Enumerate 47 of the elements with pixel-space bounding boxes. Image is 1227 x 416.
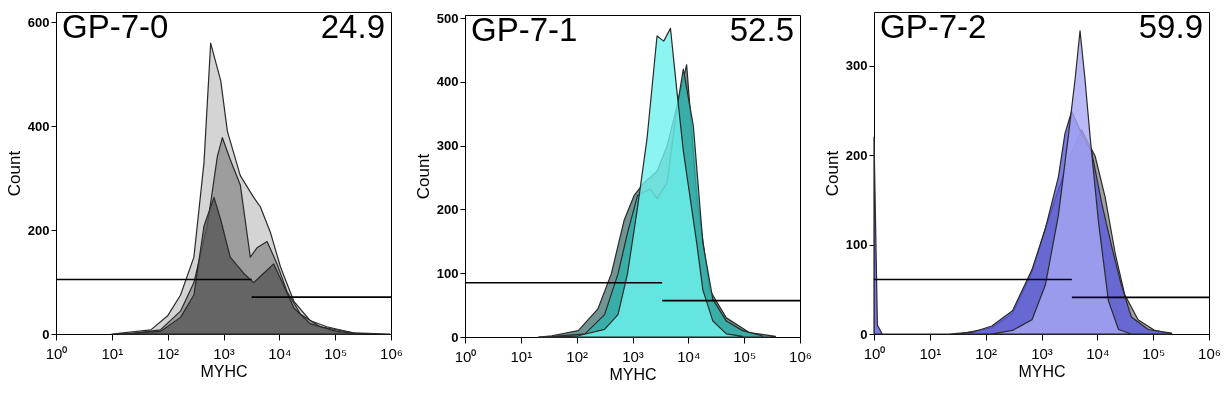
x-tick-label: 10⁰	[863, 344, 886, 362]
y-tick-label: 0	[860, 326, 868, 342]
x-axis-title: MYHC	[609, 365, 657, 383]
x-tick-label: 10⁶	[1198, 344, 1221, 362]
y-tick-label: 200	[27, 222, 50, 238]
y-axis-title: Count	[413, 153, 433, 200]
chart-title: GP-7-2	[880, 8, 987, 45]
y-tick-label: 500	[436, 10, 459, 26]
x-tick-label: 10⁵	[324, 344, 348, 362]
y-tick-label: 200	[845, 147, 868, 163]
x-axis-title: MYHC	[1018, 362, 1066, 380]
x-tick-label: 10³	[622, 347, 644, 365]
y-tick-label: 200	[436, 201, 459, 217]
x-tick-label: 10¹	[919, 344, 942, 362]
x-tick-label: 10⁰	[45, 344, 68, 362]
x-tick-label: 10¹	[101, 344, 124, 362]
x-tick-label: 10²	[566, 347, 589, 365]
y-tick-label: 300	[845, 58, 868, 74]
chart-title: GP-7-0	[62, 8, 169, 45]
annotation: 59.9	[1138, 8, 1203, 45]
y-tick-label: 100	[436, 265, 459, 281]
x-tick-label: 10²	[975, 344, 998, 362]
y-tick-label: 600	[27, 14, 50, 30]
x-tick-label: 10⁴	[1086, 344, 1110, 362]
x-tick-label: 10⁵	[1142, 344, 1166, 362]
y-axis-title: Count	[4, 150, 24, 197]
x-tick-label: 10⁰	[454, 347, 477, 365]
x-tick-label: 10⁴	[268, 344, 292, 362]
x-tick-label: 10¹	[510, 347, 533, 365]
x-tick-label: 10⁵	[733, 347, 757, 365]
x-tick-label: 10⁶	[380, 344, 403, 362]
x-tick-label: 10³	[1031, 344, 1053, 362]
y-tick-label: 0	[451, 329, 459, 345]
annotation: 52.5	[729, 11, 794, 48]
x-tick-label: 10⁴	[677, 347, 701, 365]
x-tick-label: 10²	[157, 344, 180, 362]
x-tick-label: 10³	[213, 344, 235, 362]
y-tick-label: 400	[436, 74, 459, 90]
y-axis-title: Count	[822, 150, 842, 197]
y-tick-label: 400	[27, 118, 50, 134]
x-tick-label: 10⁶	[789, 347, 812, 365]
annotation: 24.9	[320, 8, 385, 45]
y-tick-label: 100	[845, 237, 868, 253]
y-tick-label: 300	[436, 138, 459, 154]
chart-title: GP-7-1	[471, 11, 578, 48]
y-tick-label: 0	[42, 326, 50, 342]
x-axis-title: MYHC	[200, 362, 248, 380]
